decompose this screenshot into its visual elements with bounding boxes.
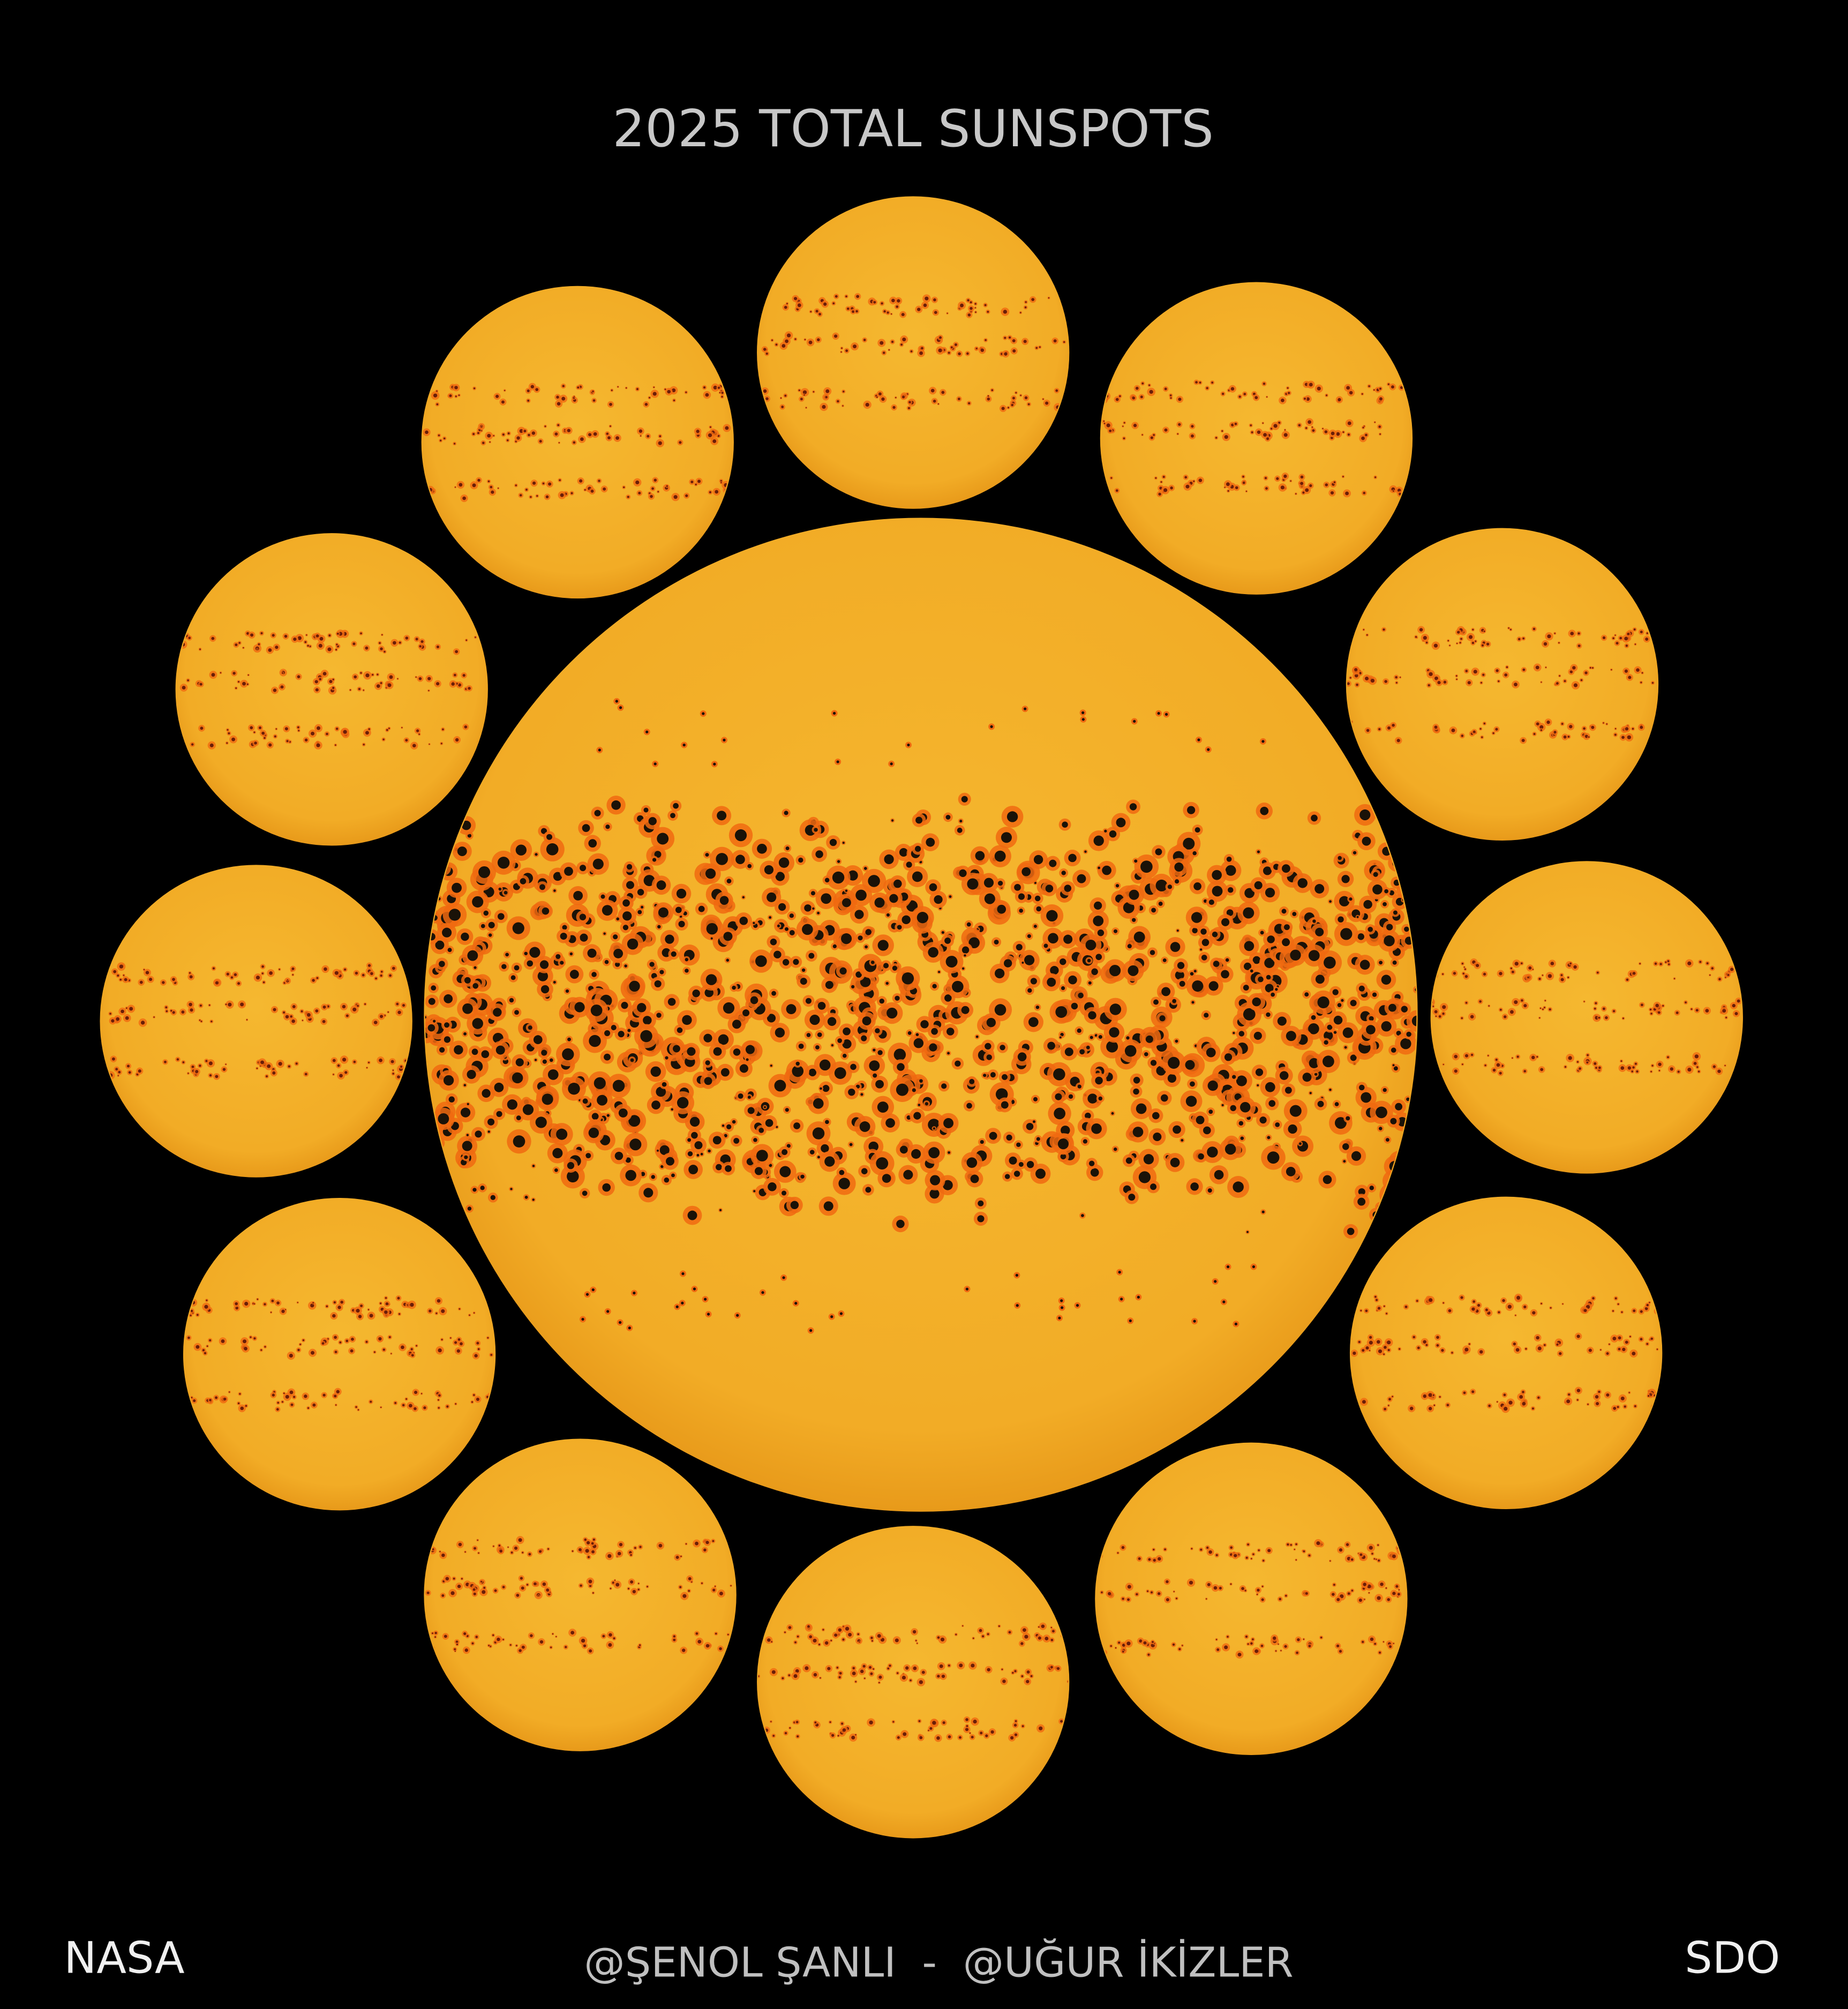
annual-composite-sun-disk (424, 518, 1418, 1512)
sunspots (425, 698, 1417, 1334)
sun-disk (1100, 282, 1413, 595)
sun-disk (1430, 861, 1743, 1174)
sunspots (1096, 1539, 1407, 1659)
sun-disk (424, 518, 1418, 1512)
monthly-sun-disk-10 (100, 865, 412, 1178)
sun-disk (756, 1526, 1070, 1839)
sunspots (1347, 626, 1657, 745)
sun-disk (183, 1198, 496, 1511)
monthly-sun-disk-7 (756, 1526, 1070, 1839)
monthly-sun-disk-1 (756, 196, 1070, 509)
sunspots (176, 629, 487, 749)
monthly-sun-disk-9 (183, 1198, 496, 1511)
sunspots (1351, 1293, 1661, 1413)
sdo-label: SDO (1685, 1933, 1780, 1983)
monthly-sun-disk-11 (175, 533, 488, 846)
sun-disk (1349, 1196, 1663, 1509)
title: 2025 TOTAL SUNSPOTS (612, 99, 1213, 159)
sunspots (1431, 958, 1742, 1076)
credits: @ŞENOL ŞANLI - @UĞUR İKİZLER (584, 1938, 1293, 1987)
monthly-sun-disk-12 (421, 286, 734, 599)
monthly-sun-disk-2 (1100, 282, 1413, 595)
monthly-sun-disk-4 (1430, 861, 1743, 1174)
nasa-label: NASA (64, 1933, 185, 1983)
sun-disk (100, 865, 412, 1178)
monthly-sun-disk-6 (1095, 1442, 1408, 1756)
monthly-sun-disk-5 (1349, 1196, 1663, 1509)
sun-disk (1095, 1442, 1408, 1756)
monthly-sun-disk-3 (1346, 528, 1659, 841)
sun-disk (421, 286, 734, 599)
sunspots (422, 383, 732, 503)
sun-disk (1346, 528, 1659, 841)
sunspots (101, 962, 409, 1081)
sun-disk (424, 1438, 737, 1751)
